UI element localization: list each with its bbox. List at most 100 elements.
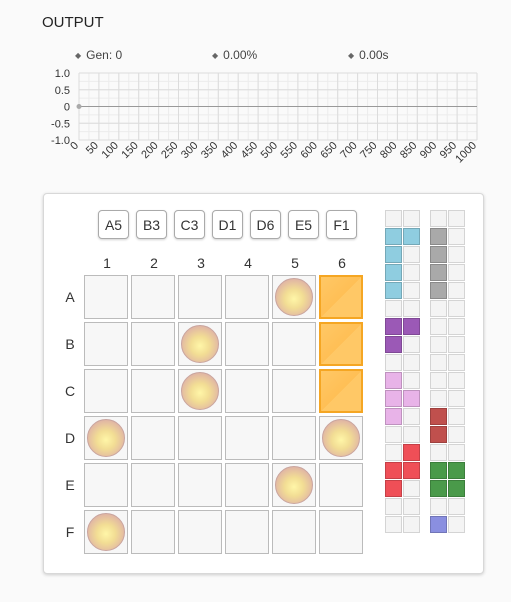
solution-chip[interactable]: A5 xyxy=(98,210,129,239)
queen-piece xyxy=(87,513,125,551)
board-cell-E4[interactable] xyxy=(225,463,269,507)
board-cell-B5[interactable] xyxy=(272,322,316,366)
x-tick-label: 100 xyxy=(99,140,120,161)
right-strip-cell xyxy=(448,210,465,227)
output-title: OUTPUT xyxy=(42,14,104,31)
x-tick-label: 400 xyxy=(219,140,240,161)
time-stat: ◆ 0.00s xyxy=(348,48,389,62)
right-strip-cell xyxy=(448,318,465,335)
right-strip-cell xyxy=(430,480,447,497)
board-cell-A3[interactable] xyxy=(178,275,222,319)
board-cell-B1[interactable] xyxy=(84,322,128,366)
right-strip-cell xyxy=(430,228,447,245)
x-tick-label: 450 xyxy=(239,140,260,161)
right-strip-cell xyxy=(448,390,465,407)
row-header: E xyxy=(65,477,75,493)
column-header: 2 xyxy=(150,255,158,271)
board-cell-F1[interactable] xyxy=(84,510,128,554)
right-strip-cell xyxy=(448,372,465,389)
right-strip-cell xyxy=(430,372,447,389)
right-strip-cell xyxy=(448,516,465,533)
x-tick-label: 750 xyxy=(358,140,379,161)
diamond-icon: ◆ xyxy=(212,51,219,60)
left-strip-cell xyxy=(385,246,402,263)
generation-stat: ◆ Gen: 0 xyxy=(75,48,122,62)
right-strip-cell xyxy=(430,462,447,479)
board-cell-C1[interactable] xyxy=(84,369,128,413)
board-cell-C6[interactable] xyxy=(319,369,363,413)
board-cell-A2[interactable] xyxy=(131,275,175,319)
right-strip-cell xyxy=(448,444,465,461)
board-cell-C4[interactable] xyxy=(225,369,269,413)
board-cell-F6[interactable] xyxy=(319,510,363,554)
board-cell-E5[interactable] xyxy=(272,463,316,507)
left-strip-cell xyxy=(385,318,402,335)
board-cell-B2[interactable] xyxy=(131,322,175,366)
right-strip-cell xyxy=(430,354,447,371)
solution-chip[interactable]: E5 xyxy=(288,210,319,239)
board-cell-D4[interactable] xyxy=(225,416,269,460)
board-cell-D6[interactable] xyxy=(319,416,363,460)
solution-chip[interactable]: D6 xyxy=(250,210,281,239)
board-cell-D1[interactable] xyxy=(84,416,128,460)
row-header: C xyxy=(64,383,76,399)
left-strip-cell xyxy=(403,300,420,317)
board-cell-E1[interactable] xyxy=(84,463,128,507)
x-tick-label: 150 xyxy=(119,140,140,161)
row-header: D xyxy=(64,430,76,446)
board-cell-A1[interactable] xyxy=(84,275,128,319)
left-strip-cell xyxy=(403,336,420,353)
y-tick-label: -0.5 xyxy=(51,118,70,130)
board-cell-B6[interactable] xyxy=(319,322,363,366)
board-cell-E6[interactable] xyxy=(319,463,363,507)
left-strip-cell xyxy=(403,480,420,497)
board-cell-A6[interactable] xyxy=(319,275,363,319)
left-strip-cell xyxy=(385,390,402,407)
board-cell-F3[interactable] xyxy=(178,510,222,554)
board-cell-B4[interactable] xyxy=(225,322,269,366)
board-cell-C2[interactable] xyxy=(131,369,175,413)
board-cell-A4[interactable] xyxy=(225,275,269,319)
board-cell-D5[interactable] xyxy=(272,416,316,460)
board-cell-C3[interactable] xyxy=(178,369,222,413)
board-cell-B3[interactable] xyxy=(178,322,222,366)
diamond-icon: ◆ xyxy=(348,51,355,60)
solution-chip[interactable]: F1 xyxy=(326,210,357,239)
board-cell-F2[interactable] xyxy=(131,510,175,554)
board-cell-E2[interactable] xyxy=(131,463,175,507)
left-strip-cell xyxy=(403,498,420,515)
right-strip-cell xyxy=(448,354,465,371)
right-strip-cell xyxy=(430,300,447,317)
time-value: 0.00s xyxy=(359,48,389,62)
fitness-stat: ◆ 0.00% xyxy=(212,48,257,62)
board-cell-F5[interactable] xyxy=(272,510,316,554)
board-cell-C5[interactable] xyxy=(272,369,316,413)
column-header: 4 xyxy=(244,255,252,271)
left-strip-cell xyxy=(385,498,402,515)
left-strip-cell xyxy=(403,372,420,389)
solution-chip[interactable]: D1 xyxy=(212,210,243,239)
board-cell-D2[interactable] xyxy=(131,416,175,460)
right-strip-cell xyxy=(448,462,465,479)
left-strip-cell xyxy=(385,282,402,299)
x-tick-label: 50 xyxy=(84,140,101,157)
x-tick-label: 550 xyxy=(279,140,300,161)
right-strip-cell xyxy=(448,264,465,281)
right-strip-cell xyxy=(430,318,447,335)
data-point xyxy=(76,104,82,109)
solution-chip[interactable]: C3 xyxy=(174,210,205,239)
board-cell-D3[interactable] xyxy=(178,416,222,460)
left-strip-cell xyxy=(403,282,420,299)
left-strip-cell xyxy=(403,318,420,335)
right-strip-cell xyxy=(448,480,465,497)
board-cell-E3[interactable] xyxy=(178,463,222,507)
right-strip-cell xyxy=(430,426,447,443)
left-strip-cell xyxy=(403,354,420,371)
x-tick-label: 200 xyxy=(139,140,160,161)
left-strip-cell xyxy=(403,516,420,533)
solution-chip[interactable]: B3 xyxy=(136,210,167,239)
board-cell-F4[interactable] xyxy=(225,510,269,554)
left-strip-cell xyxy=(385,426,402,443)
left-strip-cell xyxy=(385,264,402,281)
board-cell-A5[interactable] xyxy=(272,275,316,319)
